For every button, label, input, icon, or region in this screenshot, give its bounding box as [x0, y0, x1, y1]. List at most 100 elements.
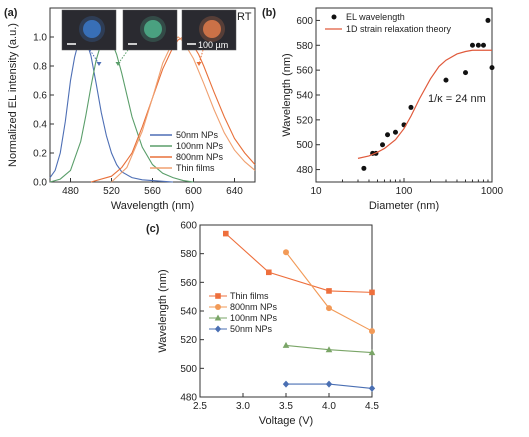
y-tick-label: 540 — [180, 307, 197, 318]
legend: EL wavelength 1D strain relaxation theory — [325, 12, 452, 34]
emission-glow — [79, 16, 105, 42]
y-tick-label: 0.6 — [33, 91, 47, 102]
y-tick-label: 580 — [296, 41, 313, 52]
arrowhead — [115, 62, 121, 66]
legend-marker — [215, 304, 221, 310]
series-100nm-nps — [49, 36, 194, 183]
scale-bar-label: 100 µm — [198, 40, 228, 50]
legend-marker — [214, 314, 222, 321]
panel-label: (b) — [262, 7, 276, 19]
rt-annotation: RT — [237, 11, 252, 23]
x-axis-label: Diameter (nm) — [369, 200, 439, 212]
data-point — [485, 17, 491, 23]
y-tick-label: 520 — [180, 335, 197, 346]
arrowhead — [96, 62, 102, 66]
data-point — [392, 129, 398, 135]
y-tick-label: 0.8 — [33, 62, 47, 73]
x-tick-label: 2.5 — [193, 401, 207, 412]
arrowhead — [196, 62, 202, 66]
y-tick-label: 600 — [180, 221, 197, 232]
data-point — [443, 77, 449, 83]
data-point — [266, 269, 272, 276]
emission-glow — [199, 16, 225, 42]
x-tick-label: 520 — [103, 186, 120, 197]
y-tick-label: 560 — [180, 278, 197, 289]
legend-entry: 800nm NPs — [176, 152, 224, 162]
legend-entry: 50nm NPs — [176, 130, 219, 140]
emission-spot — [203, 20, 221, 38]
y-tick-label: 0.0 — [33, 178, 47, 189]
x-tick-label: 600 — [185, 186, 202, 197]
y-axis-label: Wavelength (nm) — [157, 269, 169, 352]
legend-entry: EL wavelength — [346, 12, 405, 22]
data-point — [223, 230, 229, 237]
panel-a: (a) 480 520 560 600 640 0.0 0.2 0.4 0.6 0.8 1.0 Wave… — [4, 7, 256, 212]
x-tick-label: 3.0 — [236, 401, 250, 412]
legend-entry: 100nm NPs — [230, 313, 278, 323]
data-point — [361, 165, 367, 171]
data-point — [325, 346, 333, 353]
emission-spot — [83, 20, 101, 38]
series-800nm-nps — [90, 36, 256, 183]
series-line — [49, 36, 194, 183]
legend-swatch — [331, 14, 337, 20]
y-tick-label: 560 — [296, 66, 313, 77]
legend-entry: Thin films — [230, 291, 269, 301]
data-point — [475, 42, 481, 48]
y-tick-label: 520 — [296, 115, 313, 126]
y-axis-label: Wavelength (nm) — [281, 53, 293, 136]
series-line — [225, 233, 373, 293]
series-50nm-nps — [282, 380, 376, 392]
emission-inset — [61, 9, 117, 51]
panel-b: (b) 10 100 1000 480 500 520 540 560 580 600 Diamete… — [262, 7, 504, 212]
x-tick-label: 4.0 — [322, 401, 336, 412]
x-tick-label: 3.5 — [279, 401, 293, 412]
legend-entry: 100nm NPs — [176, 141, 224, 151]
legend-marker — [215, 293, 221, 299]
data-point — [385, 132, 391, 138]
series-thin-films — [223, 230, 375, 296]
data-point — [368, 349, 376, 356]
y-tick-label: 500 — [180, 364, 197, 375]
inset-arrow — [198, 49, 204, 65]
data-point — [463, 70, 469, 76]
series-50nm-nps — [49, 36, 174, 183]
series-800nm-nps — [283, 249, 375, 335]
x-tick-label: 1000 — [481, 186, 504, 197]
legend-marker — [214, 325, 222, 333]
data-point — [380, 142, 386, 148]
data-point — [282, 380, 290, 388]
theory-curve — [357, 49, 492, 159]
x-tick-label: 100 — [396, 186, 413, 197]
x-tick-label: 10 — [310, 186, 322, 197]
data-point — [368, 384, 376, 392]
data-point — [282, 341, 290, 348]
y-tick-label: 580 — [180, 249, 197, 260]
series-100nm-nps — [282, 341, 376, 356]
inset-arrow — [117, 49, 129, 65]
data-point — [489, 65, 495, 71]
emission-spot — [144, 20, 162, 38]
emission-glow — [140, 16, 166, 42]
data-point — [480, 42, 486, 48]
y-tick-label: 0.4 — [33, 120, 47, 131]
y-tick-label: 480 — [180, 393, 197, 404]
series-line — [90, 36, 256, 183]
x-tick-label: 560 — [144, 186, 161, 197]
kappa-annotation: 1/κ = 24 nm — [428, 93, 486, 105]
y-tick-label: 0.2 — [33, 149, 47, 160]
y-tick-label: 600 — [296, 16, 313, 27]
x-tick-label: 640 — [226, 186, 243, 197]
data-point — [283, 249, 289, 256]
data-point — [369, 328, 375, 335]
data-point — [326, 288, 332, 294]
data-point — [326, 305, 332, 312]
x-tick-label: 4.5 — [365, 401, 379, 412]
data-point — [408, 104, 414, 110]
legend-entry: 50nm NPs — [230, 324, 273, 334]
y-tick-label: 1.0 — [33, 33, 47, 44]
series-1d-strain-relaxation-theory — [357, 49, 492, 159]
